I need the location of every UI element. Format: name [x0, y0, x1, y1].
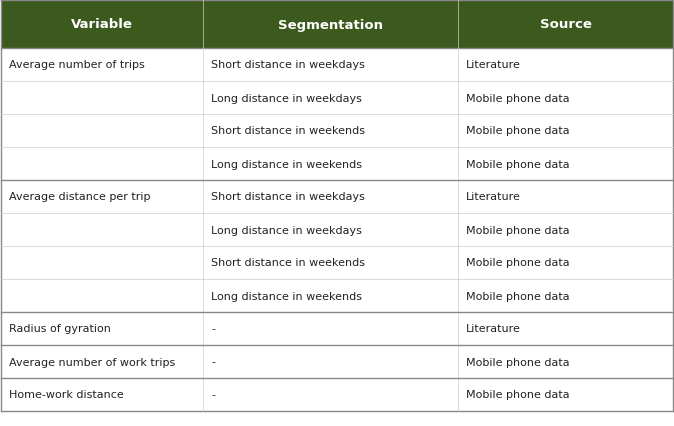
Text: Average number of trips: Average number of trips — [9, 60, 145, 70]
Bar — [1, 378, 673, 411]
Text: Variable: Variable — [71, 18, 133, 32]
Text: Mobile phone data: Mobile phone data — [466, 258, 570, 268]
Text: Mobile phone data: Mobile phone data — [466, 126, 570, 136]
Bar — [1, 49, 673, 82]
Text: Long distance in weekends: Long distance in weekends — [211, 291, 362, 301]
Bar — [1, 246, 673, 279]
Text: Source: Source — [540, 18, 592, 32]
Text: Mobile phone data: Mobile phone data — [466, 159, 570, 169]
Text: Literature: Literature — [466, 324, 521, 334]
Text: Home-work distance: Home-work distance — [9, 390, 124, 400]
Text: Short distance in weekdays: Short distance in weekdays — [211, 192, 365, 202]
Text: Long distance in weekdays: Long distance in weekdays — [211, 93, 362, 103]
Bar — [1, 312, 673, 345]
Text: Radius of gyration: Radius of gyration — [9, 324, 111, 334]
Text: Mobile phone data: Mobile phone data — [466, 390, 570, 400]
Text: Mobile phone data: Mobile phone data — [466, 291, 570, 301]
Text: Average number of work trips: Average number of work trips — [9, 357, 175, 367]
Text: Long distance in weekends: Long distance in weekends — [211, 159, 362, 169]
Bar — [1, 181, 673, 213]
Bar — [1, 148, 673, 181]
Text: Short distance in weekends: Short distance in weekends — [211, 126, 365, 136]
Bar — [1, 115, 673, 148]
Bar — [458, 1, 673, 49]
Text: Long distance in weekdays: Long distance in weekdays — [211, 225, 362, 235]
Text: Short distance in weekends: Short distance in weekends — [211, 258, 365, 268]
Text: Mobile phone data: Mobile phone data — [466, 357, 570, 367]
Bar — [1, 213, 673, 246]
Bar — [1, 279, 673, 312]
Text: -: - — [211, 324, 215, 334]
Text: -: - — [211, 357, 215, 367]
Text: Literature: Literature — [466, 60, 521, 70]
Bar — [1, 82, 673, 115]
Bar — [1, 345, 673, 378]
Text: Literature: Literature — [466, 192, 521, 202]
Bar — [203, 1, 458, 49]
Text: -: - — [211, 390, 215, 400]
Text: Segmentation: Segmentation — [278, 18, 383, 32]
Text: Short distance in weekdays: Short distance in weekdays — [211, 60, 365, 70]
Text: Mobile phone data: Mobile phone data — [466, 225, 570, 235]
Bar — [1, 1, 203, 49]
Text: Average distance per trip: Average distance per trip — [9, 192, 150, 202]
Text: Mobile phone data: Mobile phone data — [466, 93, 570, 103]
